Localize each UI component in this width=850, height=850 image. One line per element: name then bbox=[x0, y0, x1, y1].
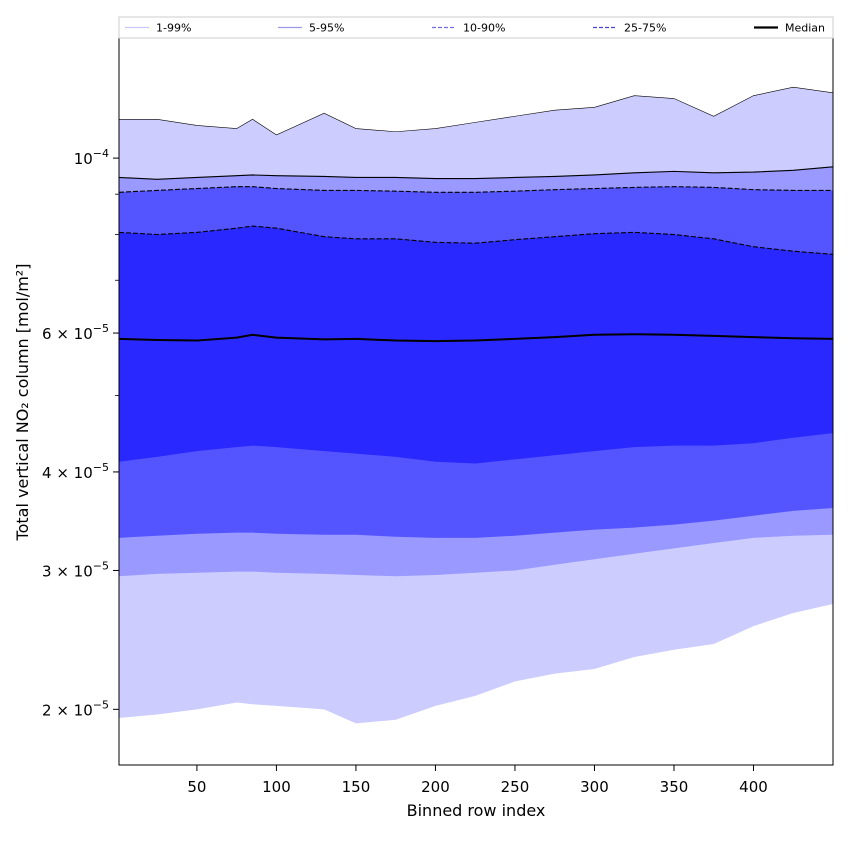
x-tick-label: 100 bbox=[262, 778, 291, 796]
legend: 1-99% 5-95% 10-90% 25-75% Median bbox=[118, 16, 834, 39]
band-upper-line-1-99% bbox=[119, 86, 834, 136]
x-axis-label: Binned row index bbox=[407, 801, 546, 820]
y-tick-label: 3 × 10−5 bbox=[42, 559, 109, 580]
x-tick-label: 150 bbox=[342, 778, 371, 796]
y-axis: 2 × 10−5 3 × 10−5 4 × 10−5 6 × 10−5 10−4 bbox=[42, 147, 119, 719]
median-line bbox=[118, 333, 834, 343]
x-tick-label: 200 bbox=[421, 778, 450, 796]
y-axis-label: Total vertical NO₂ column [mol/m²] bbox=[13, 264, 32, 542]
x-tick-label: 50 bbox=[187, 778, 206, 796]
y-tick-label: 2 × 10−5 bbox=[42, 698, 109, 719]
band-upper-line-10-90% bbox=[118, 186, 833, 193]
x-tick-label: 250 bbox=[501, 778, 530, 796]
legend-label: 10-90% bbox=[463, 22, 505, 35]
x-tick-label: 400 bbox=[739, 778, 768, 796]
x-tick-label: 350 bbox=[660, 778, 689, 796]
x-axis: 50 100 150 200 250 300 350 400 bbox=[187, 765, 768, 796]
band-upper-line-5-95% bbox=[118, 166, 834, 180]
band-upper-line-25-75% bbox=[118, 225, 834, 255]
legend-label: 1-99% bbox=[156, 22, 191, 35]
y-tick-label: 10−4 bbox=[74, 147, 109, 168]
legend-frame bbox=[118, 16, 834, 39]
legend-label: 25-75% bbox=[624, 22, 666, 35]
legend-label: 5-95% bbox=[309, 22, 344, 35]
band-25-75% bbox=[119, 226, 833, 464]
legend-label: Median bbox=[785, 22, 825, 35]
y-tick-label: 6 × 10−5 bbox=[42, 322, 109, 343]
x-tick-label: 300 bbox=[580, 778, 609, 796]
y-tick-label: 4 × 10−5 bbox=[42, 461, 109, 482]
plot-area bbox=[118, 86, 834, 724]
